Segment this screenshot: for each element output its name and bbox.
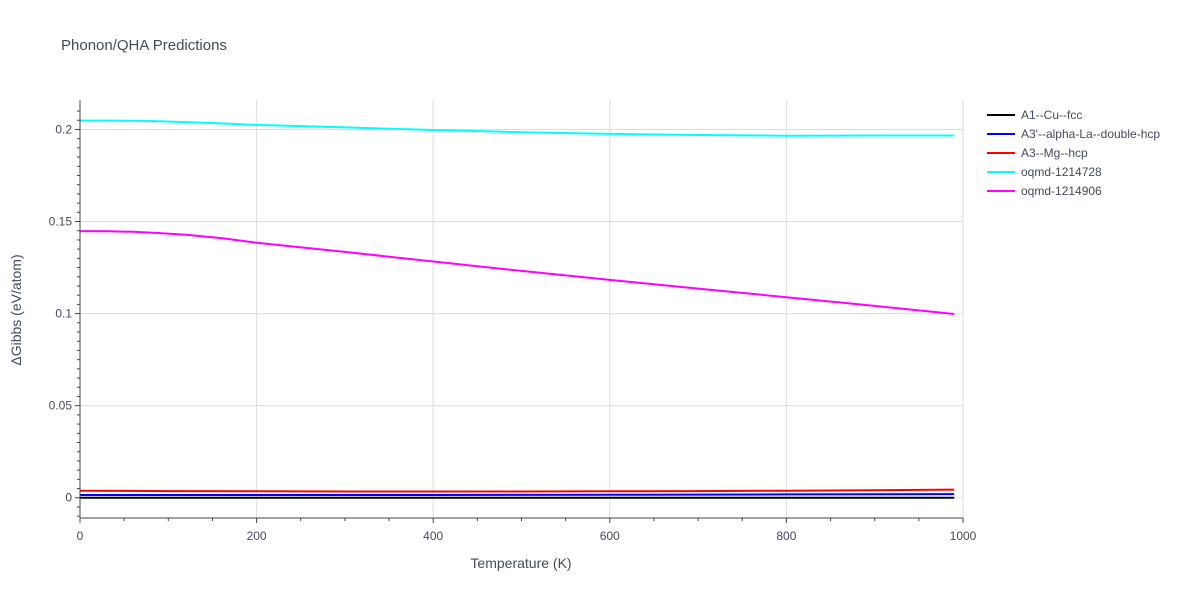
x-tick-label: 200 [247,529,267,543]
legend-item[interactable]: A3--Mg--hcp [987,146,1088,160]
legend-item[interactable]: A3'--alpha-La--double-hcp [987,127,1160,141]
legend-item[interactable]: oqmd-1214728 [987,165,1102,179]
x-tick-label: 1000 [950,529,977,543]
y-tick-label: 0.2 [55,122,72,136]
y-axis-title: ΔGibbs (eV/atom) [8,254,24,365]
legend-label: oqmd-1214906 [1021,184,1102,198]
legend-item[interactable]: A1--Cu--fcc [987,108,1082,122]
grid [80,100,964,518]
series-line [80,119,955,137]
y-tick-label: 0.05 [49,399,73,413]
x-ticks: 0 200 400 600 800 1000 [77,518,977,543]
chart-title: Phonon/QHA Predictions [61,37,227,54]
legend-label: A1--Cu--fcc [1021,108,1082,122]
x-tick-label: 600 [600,529,620,543]
y-tick-label: 0.15 [49,215,73,229]
legend[interactable]: A1--Cu--fcc A3'--alpha-La--double-hcp A3--… [987,108,1160,198]
x-tick-label: 800 [776,529,796,543]
series-line [79,230,955,315]
axes [79,100,963,519]
series-line [79,488,955,493]
y-ticks: 0 0.05 0.1 0.15 0.2 [49,110,80,517]
x-tick-label: 400 [423,529,443,543]
legend-label: oqmd-1214728 [1021,165,1102,179]
y-tick-label: 0.1 [55,307,72,321]
x-axis-title: Temperature (K) [470,555,571,571]
series-lines [79,119,955,499]
y-tick-label: 0 [65,491,72,505]
legend-item[interactable]: oqmd-1214906 [987,184,1102,198]
legend-label: A3--Mg--hcp [1021,146,1088,160]
x-tick-label: 0 [77,529,84,543]
series-line [80,493,955,496]
legend-label: A3'--alpha-La--double-hcp [1021,127,1160,141]
